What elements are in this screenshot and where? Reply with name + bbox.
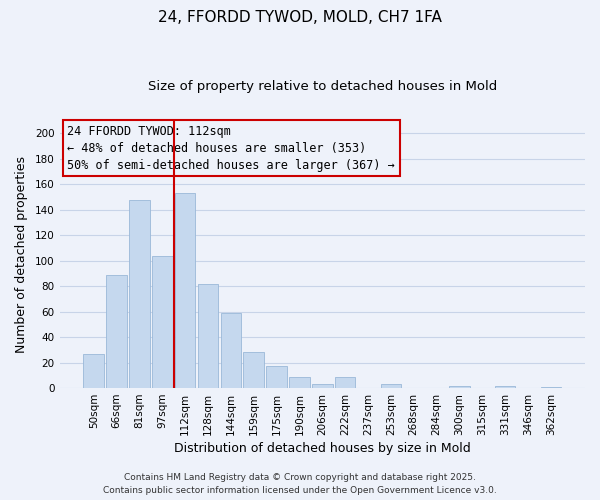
- Bar: [449, 386, 470, 388]
- Text: 24, FFORDD TYWOD, MOLD, CH7 1FA: 24, FFORDD TYWOD, MOLD, CH7 1FA: [158, 10, 442, 25]
- Bar: [289, 376, 310, 388]
- Bar: [106, 274, 127, 388]
- Title: Size of property relative to detached houses in Mold: Size of property relative to detached ho…: [148, 80, 497, 93]
- Bar: [198, 284, 218, 388]
- Bar: [244, 352, 264, 388]
- Bar: [541, 387, 561, 388]
- Bar: [175, 193, 196, 388]
- X-axis label: Distribution of detached houses by size in Mold: Distribution of detached houses by size …: [174, 442, 470, 455]
- Text: 24 FFORDD TYWOD: 112sqm
← 48% of detached houses are smaller (353)
50% of semi-d: 24 FFORDD TYWOD: 112sqm ← 48% of detache…: [67, 124, 395, 172]
- Bar: [312, 384, 332, 388]
- Bar: [380, 384, 401, 388]
- Bar: [335, 376, 355, 388]
- Bar: [495, 386, 515, 388]
- Bar: [152, 256, 173, 388]
- Y-axis label: Number of detached properties: Number of detached properties: [15, 156, 28, 353]
- Bar: [129, 200, 150, 388]
- Text: Contains HM Land Registry data © Crown copyright and database right 2025.
Contai: Contains HM Land Registry data © Crown c…: [103, 474, 497, 495]
- Bar: [266, 366, 287, 388]
- Bar: [83, 354, 104, 388]
- Bar: [221, 313, 241, 388]
